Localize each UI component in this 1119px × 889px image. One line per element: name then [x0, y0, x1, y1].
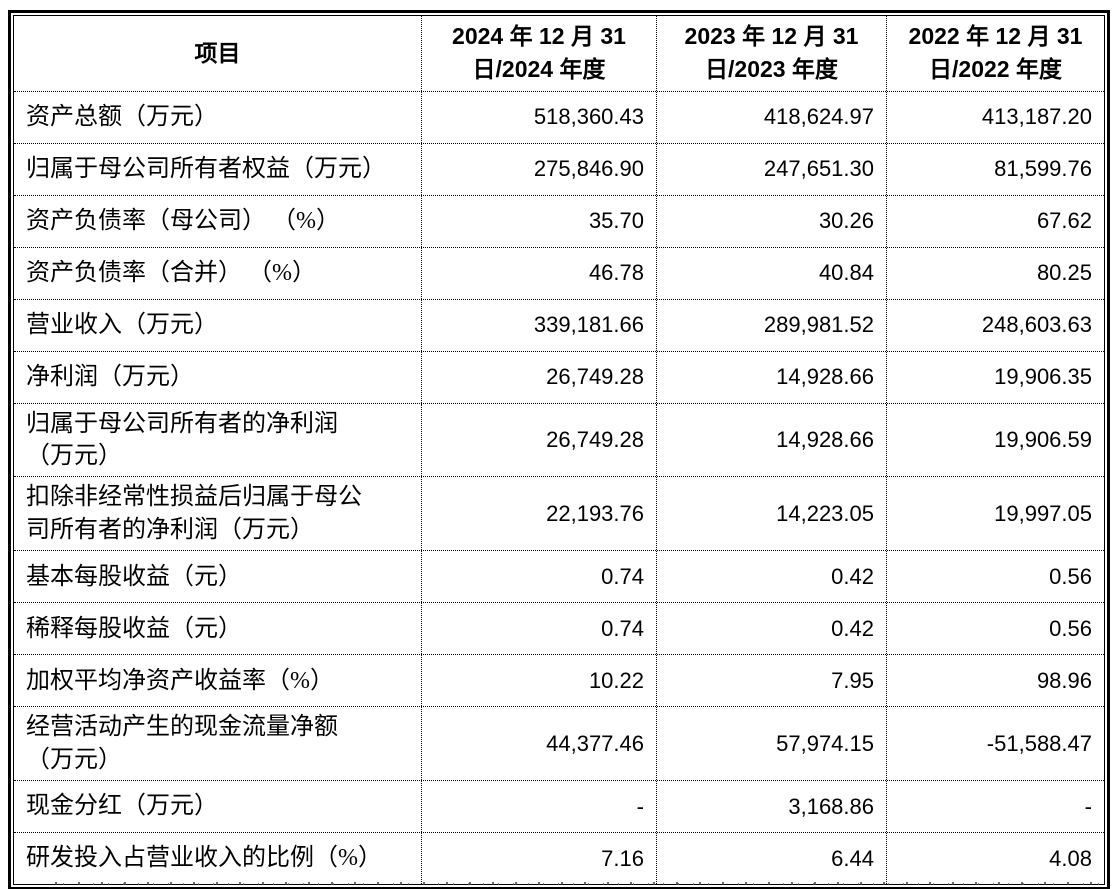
value-2023: 14,223.05 [656, 477, 886, 551]
value-2022: 413,187.20 [886, 91, 1104, 143]
table-row: 归属于母公司所有者权益（万元） 275,846.90 247,651.30 81… [14, 142, 1104, 195]
value-2023: 57,974.15 [656, 707, 886, 781]
table-row: 基本每股收益（元） 0.74 0.42 0.56 [14, 550, 1104, 603]
row-label: 基本每股收益（元） [26, 563, 242, 590]
value-2022: 19,906.59 [886, 403, 1104, 477]
value-2024: 22,193.76 [421, 477, 656, 551]
value-2023: 14,928.66 [656, 403, 886, 477]
row-label: 归属于母公司所有者权益（万元） [26, 155, 386, 182]
value-2022: 19,997.05 [886, 477, 1104, 551]
row-label: 资产总额（万元） [26, 103, 218, 130]
value-2023: 7.95 [656, 655, 886, 707]
table-header-row: 项目 2024 年 12 月 31 日/2024 年度 2023 年 12 月 … [14, 16, 1104, 91]
table-row: 营业收入（万元） 339,181.66 289,981.52 248,603.6… [14, 298, 1104, 351]
value-2024: 44,377.46 [421, 707, 656, 781]
table-row: 资产负债率（母公司） （%） 35.70 30.26 67.62 [14, 194, 1104, 247]
row-label: 研发投入占营业收入的比例（%） [26, 845, 382, 872]
value-2024: 35.70 [421, 195, 656, 247]
value-2024: 339,181.66 [421, 299, 656, 351]
value-2023: 6.44 [656, 833, 886, 885]
value-2022: 80.25 [886, 247, 1104, 299]
header-period-2023: 2023 年 12 月 31 日/2023 年度 [656, 16, 886, 91]
row-label: 资产负债率（合并） （%） [26, 259, 316, 286]
value-2022: 81,599.76 [886, 143, 1104, 195]
table-row: 资产总额（万元） 518,360.43 418,624.97 413,187.2… [14, 90, 1104, 143]
table-row: 研发投入占营业收入的比例（%） 7.16 6.44 4.08 [14, 832, 1104, 885]
value-2024: 0.74 [421, 603, 656, 655]
value-2024: - [421, 781, 656, 833]
value-2024: 46.78 [421, 247, 656, 299]
row-label: 现金分红（万元） [26, 793, 218, 820]
table-row: 现金分红（万元） - 3,168.86 - [14, 780, 1104, 833]
value-2022: 19,906.35 [886, 351, 1104, 403]
table-row: 经营活动产生的现金流量净额 （万元） 44,377.46 57,974.15 -… [14, 706, 1104, 781]
value-2022: 67.62 [886, 195, 1104, 247]
value-2022: 98.96 [886, 655, 1104, 707]
value-2023: 289,981.52 [656, 299, 886, 351]
row-label: 归属于母公司所有者的净利润 （万元） [26, 410, 338, 470]
table-row: 净利润（万元） 26,749.28 14,928.66 19,906.35 [14, 350, 1104, 403]
value-2023: 14,928.66 [656, 351, 886, 403]
header-period-2022: 2022 年 12 月 31 日/2022 年度 [886, 16, 1104, 91]
value-2023: 418,624.97 [656, 91, 886, 143]
table-row: 稀释每股收益（元） 0.74 0.42 0.56 [14, 602, 1104, 655]
value-2022: 4.08 [886, 833, 1104, 885]
table-row: 加权平均净资产收益率（%） 10.22 7.95 98.96 [14, 654, 1104, 707]
row-label: 资产负债率（母公司） （%） [26, 207, 340, 234]
row-label: 营业收入（万元） [26, 311, 218, 338]
value-2024: 518,360.43 [421, 91, 656, 143]
value-2022: -51,588.47 [886, 707, 1104, 781]
value-2023: 247,651.30 [656, 143, 886, 195]
row-label: 净利润（万元） [26, 363, 194, 390]
table-row: 资产负债率（合并） （%） 46.78 40.84 80.25 [14, 246, 1104, 299]
header-period-2024: 2024 年 12 月 31 日/2024 年度 [421, 16, 656, 91]
clipped-footnote-remnant [55, 881, 1105, 886]
value-2023: 0.42 [656, 603, 886, 655]
value-2024: 26,749.28 [421, 351, 656, 403]
value-2024: 26,749.28 [421, 403, 656, 477]
table-row: 扣除非经常性损益后归属于母公 司所有者的净利润（万元） 22,193.76 14… [14, 476, 1104, 551]
header-item: 项目 [194, 39, 241, 66]
row-label: 经营活动产生的现金流量净额 （万元） [26, 714, 338, 773]
value-2022: 0.56 [886, 551, 1104, 603]
value-2024: 7.16 [421, 833, 656, 885]
row-label: 稀释每股收益（元） [26, 615, 242, 642]
value-2023: 3,168.86 [656, 781, 886, 833]
row-label: 扣除非经常性损益后归属于母公 司所有者的净利润（万元） [26, 484, 362, 543]
value-2024: 0.74 [421, 551, 656, 603]
value-2022: 248,603.63 [886, 299, 1104, 351]
value-2022: 0.56 [886, 603, 1104, 655]
value-2024: 10.22 [421, 655, 656, 707]
value-2024: 275,846.90 [421, 143, 656, 195]
value-2023: 40.84 [656, 247, 886, 299]
table-row: 归属于母公司所有者的净利润 （万元） 26,749.28 14,928.66 1… [14, 402, 1104, 477]
value-2022: - [886, 781, 1104, 833]
value-2023: 0.42 [656, 551, 886, 603]
row-label: 加权平均净资产收益率（%） [26, 667, 334, 694]
financial-summary-table: 项目 2024 年 12 月 31 日/2024 年度 2023 年 12 月 … [8, 10, 1110, 889]
value-2023: 30.26 [656, 195, 886, 247]
